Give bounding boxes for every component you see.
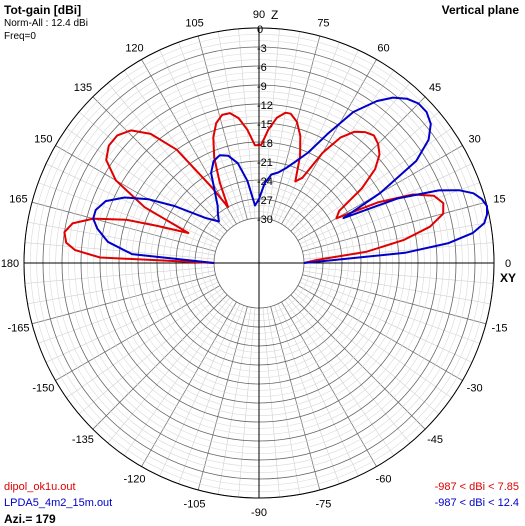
plane-label: Vertical plane: [441, 3, 519, 17]
angle-tick-label: -150: [32, 383, 54, 395]
outer-ring: [23, 27, 495, 499]
radial-tick-label: -21: [257, 157, 273, 169]
angle-tick-label: 30: [469, 134, 481, 146]
angle-tick-label: -15: [492, 322, 508, 334]
angle-tick-label: -45: [427, 434, 443, 446]
angle-tick-labels: 0153045607590105120135150165180-165-150-…: [1, 9, 511, 519]
angle-tick-label: -135: [72, 434, 94, 446]
radial-tick-label: -18: [257, 138, 273, 150]
angle-tick-label: 150: [34, 134, 52, 146]
radial-tick-label: -3: [257, 43, 267, 55]
series-line-1: [63, 111, 445, 264]
axis-label-xy: XY: [500, 271, 516, 285]
series-group: [63, 96, 488, 264]
radial-tick-label: -9: [257, 81, 267, 93]
angle-tick-label: 180: [1, 258, 19, 270]
angle-tick-label: 135: [74, 82, 92, 94]
radial-tick-labels: 0-3-6-9-12-15-18-21-24-27-30: [257, 24, 273, 226]
azimuth-label: Azi.= 179: [4, 512, 56, 526]
legend-series-1-name: dipol_ok1u.out: [4, 481, 76, 493]
angle-tick-label: 90: [253, 9, 265, 21]
angle-tick-label: -90: [251, 507, 267, 519]
angle-tick-label: -60: [376, 474, 392, 486]
freq-label: Freq=0: [4, 31, 36, 42]
radial-tick-label: -27: [257, 195, 273, 207]
angle-tick-label: -105: [184, 499, 206, 511]
angle-tick-label: 105: [185, 17, 203, 29]
angle-tick-label: -75: [315, 499, 331, 511]
legend-series-1-range: -987 < dBi < 7.85: [434, 481, 519, 493]
angle-tick-label: -165: [7, 322, 29, 334]
radial-tick-label: -30: [257, 214, 273, 226]
angle-tick-label: 45: [429, 82, 441, 94]
angle-tick-label: 120: [125, 42, 143, 54]
norm-label: Norm-All : 12.4 dBi: [4, 18, 88, 29]
angle-tick-label: -120: [123, 474, 145, 486]
angle-tick-label: 60: [377, 42, 389, 54]
series-line-2: [92, 96, 488, 264]
radial-tick-label: -6: [257, 62, 267, 74]
angle-tick-label: 15: [493, 194, 505, 206]
angle-tick-label: 0: [505, 258, 511, 270]
polar-grid: [23, 27, 495, 499]
axis-label-z: Z: [271, 8, 278, 22]
legend-series-2-name: LPDA5_4m2_15m.out: [4, 497, 113, 509]
radial-tick-label: 0: [257, 24, 263, 36]
angle-tick-label: -30: [467, 383, 483, 395]
legend-series-2-range: -987 < dBi < 12.4: [434, 497, 519, 509]
angle-tick-label: 165: [9, 194, 27, 206]
radial-tick-label: -12: [257, 100, 273, 112]
chart-title: Tot-gain [dBi]: [4, 3, 82, 17]
angle-tick-label: 75: [317, 17, 329, 29]
